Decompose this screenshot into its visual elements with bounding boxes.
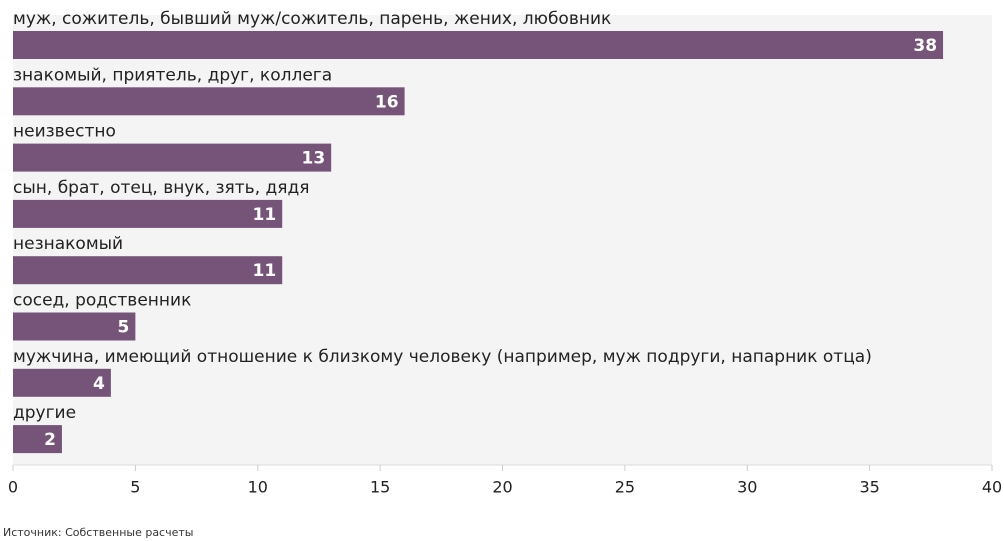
x-tick-label: 35 [859,478,879,497]
source: Источник: Собственные расчеты [3,526,193,539]
bar [13,312,136,341]
category-label: незнакомый [13,234,123,254]
value-label: 4 [93,374,105,394]
value-label: 2 [44,430,56,450]
category-label: мужчина, имеющий отношение к близкому че… [13,347,872,367]
value-label: 11 [253,205,277,225]
bar [13,425,62,454]
category-label: знакомый, приятель, друг, коллега [13,65,332,85]
category-label: сосед, родственник [13,291,191,311]
value-label: 16 [375,92,399,112]
value-label: 13 [302,149,326,169]
category-label: неизвестно [13,122,116,142]
bar [13,199,283,228]
x-tick-label: 40 [982,478,1002,497]
category-label: сын, брат, отец, внук, зять, дядя [13,178,309,198]
value-label: 5 [118,318,130,338]
category-label: муж, сожитель, бывший муж/сожитель, паре… [13,9,611,29]
bar [13,87,405,116]
x-tick-label: 20 [492,478,512,497]
x-tick-label: 5 [130,478,140,497]
x-tick-label: 10 [248,478,268,497]
x-tick-label: 25 [615,478,635,497]
category-label: другие [13,403,76,423]
value-label: 11 [253,261,277,281]
bar [13,143,332,172]
bar [13,31,944,59]
value-label: 38 [913,36,937,56]
x-tick-label: 30 [737,478,757,497]
bar [13,368,111,397]
x-tick-label: 0 [8,478,18,497]
x-tick-label: 15 [370,478,390,497]
bar [13,256,283,285]
